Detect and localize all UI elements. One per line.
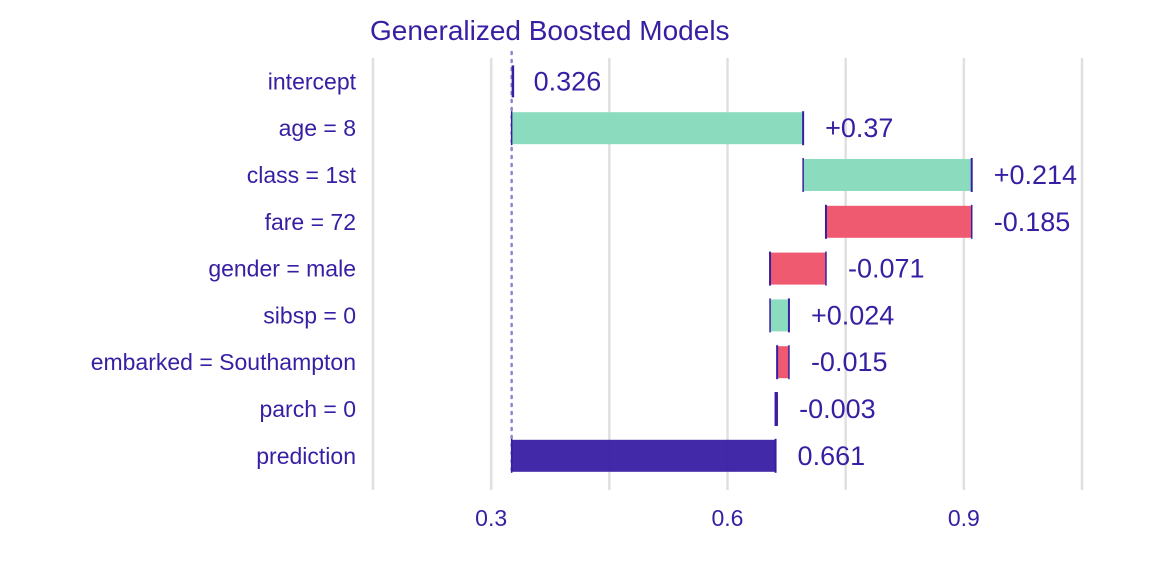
bar-sibsp-0 xyxy=(770,299,789,332)
bar-class-1st xyxy=(803,159,972,191)
category-label-fare-72: fare = 72 xyxy=(265,209,356,235)
value-label-sibsp-0: +0.024 xyxy=(811,300,894,330)
x-tick-labels: 0.3 0.6 0.9 xyxy=(475,505,980,531)
category-label-age-8: age = 8 xyxy=(279,115,356,141)
bar-embarked-southampton xyxy=(777,346,789,379)
category-label-sibsp-0: sibsp = 0 xyxy=(263,302,356,328)
bars xyxy=(510,65,973,473)
x-tick-label: 0.9 xyxy=(948,505,980,531)
value-label-gender-male: -0.071 xyxy=(848,254,925,284)
value-label-class-1st: +0.214 xyxy=(994,160,1077,190)
value-label-prediction: 0.661 xyxy=(798,441,866,471)
x-tick-label: 0.6 xyxy=(712,505,744,531)
category-label-embarked-southampton: embarked = Southampton xyxy=(91,349,356,375)
value-label-fare-72: -0.185 xyxy=(994,207,1071,237)
category-label-gender-male: gender = male xyxy=(208,256,356,282)
chart-title: Generalized Boosted Models xyxy=(370,15,730,46)
category-label-class-1st: class = 1st xyxy=(247,162,357,188)
x-tick-label: 0.3 xyxy=(475,505,507,531)
value-labels: 0.326 +0.37 +0.214 -0.185 -0.071 +0.024 -0.015… xyxy=(534,66,1077,470)
bar-intercept xyxy=(511,65,515,98)
value-label-age-8: +0.37 xyxy=(825,113,893,143)
value-label-parch-0: -0.003 xyxy=(799,394,876,424)
value-label-intercept: 0.326 xyxy=(534,66,602,96)
category-labels: intercept age = 8 class = 1st fare = 72 gend… xyxy=(91,68,357,468)
category-label-parch-0: parch = 0 xyxy=(259,396,356,422)
value-label-embarked-southampton: -0.015 xyxy=(811,347,888,377)
bar-gender-male xyxy=(770,252,826,285)
category-label-prediction: prediction xyxy=(256,443,356,469)
bar-fare-72 xyxy=(825,205,972,238)
category-label-intercept: intercept xyxy=(268,68,357,94)
bar-age-8 xyxy=(511,112,804,145)
bar-prediction xyxy=(511,439,776,472)
